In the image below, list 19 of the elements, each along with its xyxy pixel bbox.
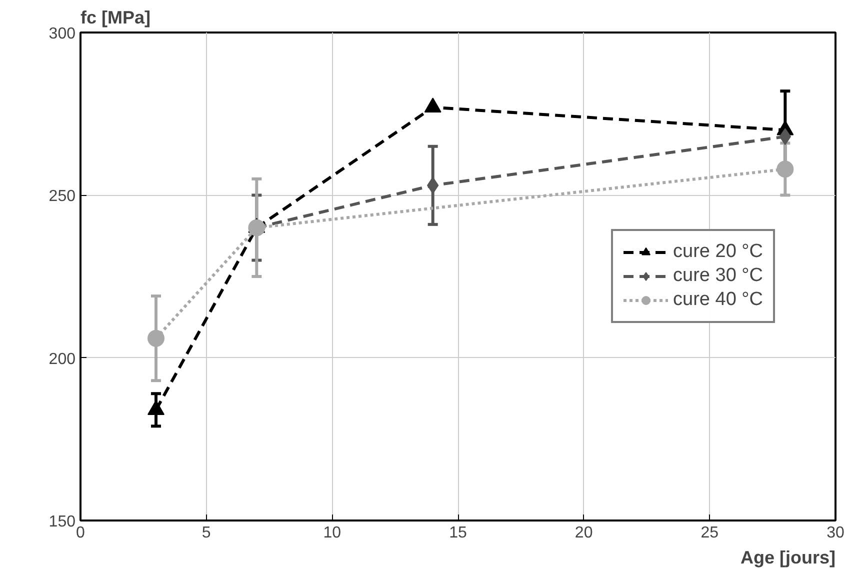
x-tick-label: 10: [323, 524, 342, 542]
point: [148, 330, 164, 347]
point: [248, 219, 266, 236]
x-tick-label: 0: [76, 524, 86, 542]
legend-label: cure 30 °C: [673, 265, 763, 287]
point: [776, 160, 794, 178]
y-tick-label: 200: [48, 350, 76, 368]
x-tick-label: 15: [449, 524, 467, 542]
y-tick-label: 300: [48, 26, 76, 42]
x-tick-label: 30: [826, 524, 844, 542]
x-axis-title: Age [jours]: [740, 548, 836, 568]
y-tick-label: 150: [48, 514, 76, 530]
x-tick-label: 5: [202, 524, 211, 542]
x-tick-label: 20: [574, 524, 593, 542]
x-tick-label: 25: [700, 524, 719, 542]
legend-label: cure 40 °C: [673, 289, 763, 311]
y-tick-label: 250: [48, 188, 76, 206]
legend-label: cure 20 °C: [673, 241, 763, 263]
y-axis-title: fc [MPa]: [80, 8, 151, 28]
